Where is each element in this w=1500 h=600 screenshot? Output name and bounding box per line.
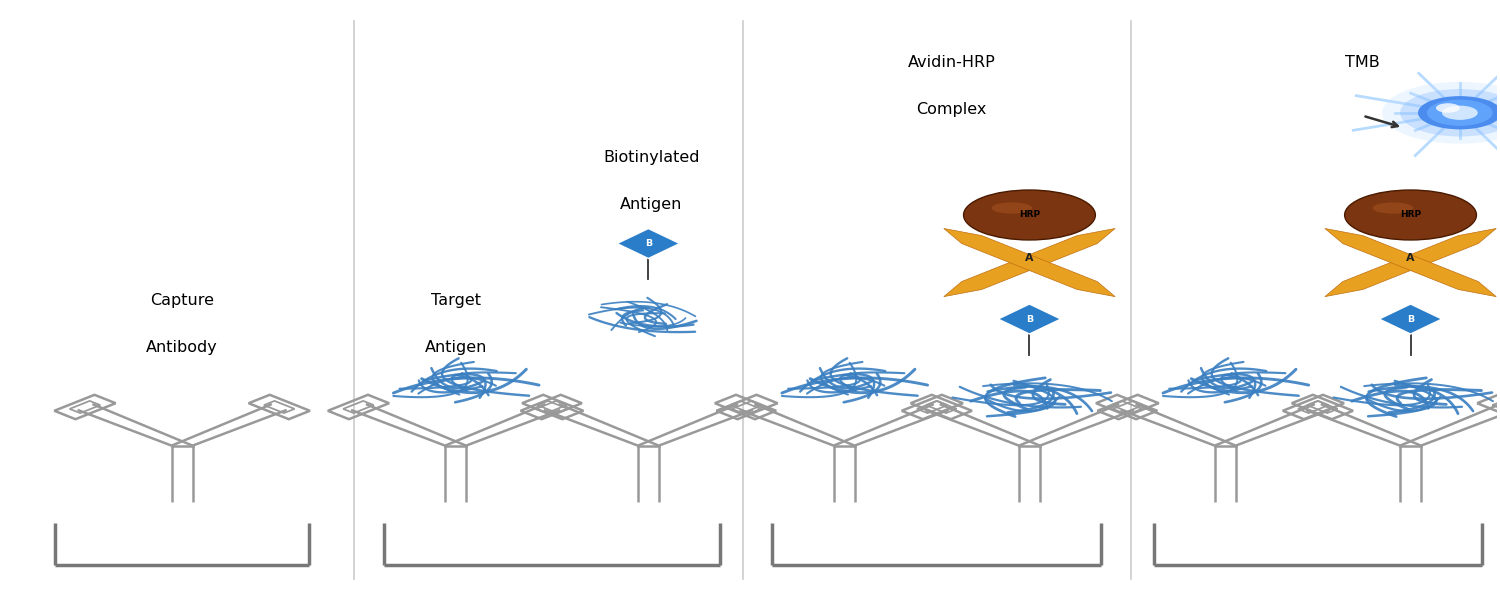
Text: TMB: TMB: [1346, 55, 1380, 70]
Text: Biotinylated: Biotinylated: [603, 150, 699, 165]
Polygon shape: [998, 304, 1060, 334]
Circle shape: [1436, 103, 1460, 113]
Polygon shape: [1378, 304, 1442, 334]
Polygon shape: [944, 229, 1114, 296]
Ellipse shape: [1344, 190, 1476, 240]
Text: HRP: HRP: [1400, 211, 1420, 220]
Polygon shape: [1324, 229, 1496, 296]
Circle shape: [1442, 106, 1478, 120]
Text: B: B: [1407, 314, 1414, 323]
Circle shape: [1418, 96, 1500, 130]
Polygon shape: [616, 229, 680, 259]
Circle shape: [1400, 89, 1500, 137]
Text: Avidin-HRP: Avidin-HRP: [908, 55, 996, 70]
Text: Antibody: Antibody: [146, 340, 218, 355]
Ellipse shape: [1372, 202, 1413, 214]
Text: Capture: Capture: [150, 293, 214, 308]
Polygon shape: [1324, 229, 1496, 296]
Text: HRP: HRP: [1019, 211, 1040, 220]
Circle shape: [1426, 100, 1492, 126]
Text: Complex: Complex: [916, 102, 987, 117]
Text: B: B: [1026, 314, 1033, 323]
Text: Antigen: Antigen: [424, 340, 488, 355]
Polygon shape: [944, 229, 1114, 296]
Ellipse shape: [963, 190, 1095, 240]
Text: A: A: [1024, 253, 1033, 263]
Circle shape: [1382, 82, 1500, 143]
Text: A: A: [1407, 253, 1414, 263]
Ellipse shape: [992, 202, 1032, 214]
Text: Target: Target: [430, 293, 480, 308]
Text: B: B: [645, 239, 652, 248]
Text: Antigen: Antigen: [620, 197, 682, 212]
